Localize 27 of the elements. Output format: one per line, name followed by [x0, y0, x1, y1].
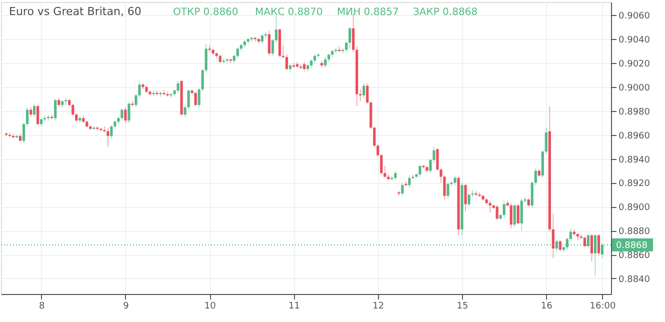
annotation: ЗАКР 0.8868 — [413, 7, 478, 18]
y-tick-label: 0.9000 — [618, 83, 650, 94]
x-tick-label: 15 — [456, 302, 468, 312]
annotation: МИН 0.8857 — [337, 7, 399, 18]
y-tick-label: 0.8980 — [618, 107, 650, 118]
x-tick-label: 10 — [204, 302, 216, 312]
annotation: МАКС 0.8870 — [255, 7, 323, 18]
candlestick — [516, 204, 520, 224]
ref-line-label: 0.8868 — [616, 240, 648, 251]
x-tick-label: 9 — [123, 302, 130, 312]
y-tick-label: 0.8940 — [618, 155, 650, 166]
y-tick-label: 0.8900 — [618, 203, 650, 214]
y-tick-label: 0.8960 — [618, 131, 650, 142]
annotation: ОТКР 0.8860 — [173, 7, 238, 18]
y-tick-label: 0.9040 — [618, 36, 650, 46]
y-tick-label: 0.9020 — [618, 60, 650, 70]
x-tick-label: 16 — [540, 302, 553, 312]
y-tick-label: 0.8840 — [618, 274, 650, 285]
y-tick-label: 0.8880 — [618, 227, 650, 238]
y-tick-label: 0.8920 — [618, 179, 650, 190]
x-tick-label: 16:00 — [590, 302, 616, 312]
x-tick-label: 11 — [288, 302, 300, 312]
x-tick-label: 8 — [38, 302, 45, 312]
x-tick-label: 12 — [372, 302, 384, 312]
chart-title: Euro vs Great Britan, 60 — [9, 5, 142, 18]
y-tick-label: 0.9060 — [618, 12, 650, 22]
y-tick-label: 0.8860 — [618, 251, 650, 262]
